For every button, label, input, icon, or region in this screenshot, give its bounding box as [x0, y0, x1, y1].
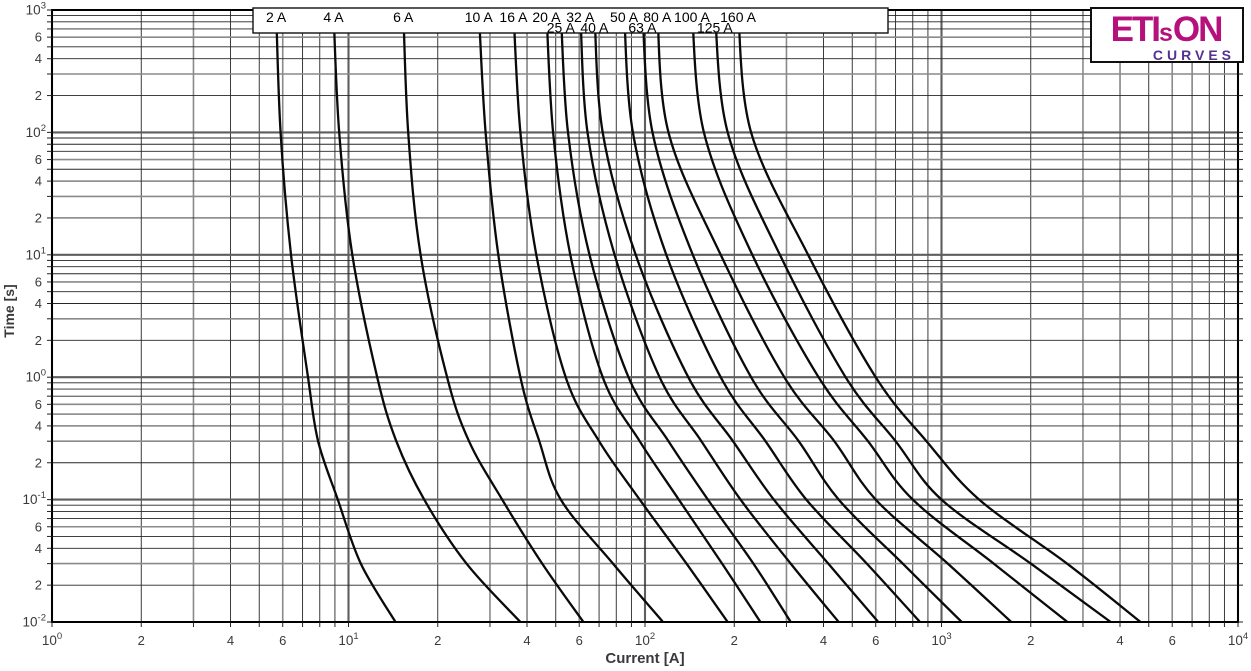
y-tick-10e2: 102	[26, 123, 46, 140]
y-tick-2e2: 2	[35, 88, 42, 103]
y-tick-4e0: 4	[35, 296, 42, 311]
x-tick-10e2: 102	[635, 631, 655, 648]
y-tick-10e0: 100	[26, 368, 46, 385]
etison-logo-wordmark: ETIsON	[1092, 10, 1240, 50]
curve-2a	[274, 10, 397, 622]
legend-label-10a: 10 A	[465, 9, 494, 25]
legend-strip: 2 A 4 A 6 A 10 A 16 A 20 A25 A32 A40 A50 A63 …	[252, 7, 889, 36]
legend-label-100a: 100 A	[674, 9, 710, 25]
curve-4a	[332, 10, 522, 622]
y-axis-title: Time [s]	[1, 284, 17, 338]
legend-label-20a: 20 A	[532, 9, 561, 25]
logo-subtitle-curves: CURVES	[1152, 47, 1235, 63]
x-tick-10e4: 104	[1228, 631, 1248, 648]
etison-logo: ETIsON CURVES	[1090, 7, 1244, 63]
legend-label-63a: 63 A	[628, 20, 657, 36]
legend-label-50a: 50 A	[610, 9, 639, 25]
curve-10a	[477, 10, 665, 622]
x-tick-2e2: 2	[731, 633, 738, 648]
y-tick-6e-1: 6	[35, 397, 42, 412]
x-tick-6e2: 6	[872, 633, 879, 648]
curve-20a	[545, 10, 762, 622]
y-tick-2e0: 2	[35, 333, 42, 348]
x-tick-2e1: 2	[434, 633, 441, 648]
y-tick-6e2: 6	[35, 30, 42, 45]
tick-labels: 100 2 4 6 101 2 4 6 102 2 4 6 103 2 4 6 104 103 2 4 6 102 2 4 6 1…	[23, 1, 1249, 649]
curve-16a	[512, 10, 729, 622]
curve-160a	[736, 10, 1142, 622]
x-tick-10e0: 100	[42, 631, 62, 648]
fuse-curves	[274, 10, 1142, 622]
y-tick-10e3: 103	[26, 1, 46, 18]
legend-label-125a: 125 A	[697, 20, 733, 36]
legend-label-16a: 16 A	[499, 9, 528, 25]
legend-label-32a: 32 A	[566, 9, 595, 25]
y-tick-6e0: 6	[35, 274, 42, 289]
x-tick-6e1: 6	[576, 633, 583, 648]
x-tick-4e2: 4	[820, 633, 827, 648]
legend-label-40a: 40 A	[580, 20, 609, 36]
legend-label-25a: 25 A	[547, 20, 576, 36]
y-tick-10e-1: 10-1	[23, 490, 46, 507]
curve-25a	[559, 10, 792, 622]
curve-40a	[593, 10, 880, 622]
logo-text-eti: ETI	[1110, 10, 1161, 49]
y-tick-4e1: 4	[35, 174, 42, 189]
x-tick-2e0: 2	[138, 633, 145, 648]
legend-label-4a: 4 A	[323, 9, 344, 25]
curve-32a	[579, 10, 840, 622]
x-tick-4e1: 4	[523, 633, 530, 648]
legend-label-160a: 160 A	[720, 9, 756, 25]
curve-80a	[656, 10, 1013, 622]
x-tick-6e3: 6	[1169, 633, 1176, 648]
y-tick-4e-2: 4	[35, 541, 42, 556]
y-tick-10e1: 101	[26, 245, 46, 262]
x-tick-4e0: 4	[227, 633, 234, 648]
x-tick-10e3: 103	[931, 631, 951, 648]
legend-label-80a: 80 A	[643, 9, 672, 25]
logo-text-s: s	[1159, 19, 1173, 47]
legend-label-6a: 6 A	[393, 9, 414, 25]
y-tick-2e-2: 2	[35, 578, 42, 593]
x-tick-6e0: 6	[279, 633, 286, 648]
curve-100a	[690, 10, 1069, 622]
y-tick-6e-2: 6	[35, 519, 42, 534]
y-tick-4e-1: 4	[35, 418, 42, 433]
y-tick-2e-1: 2	[35, 455, 42, 470]
logo-text-on: ON	[1172, 10, 1223, 49]
x-tick-4e3: 4	[1116, 633, 1123, 648]
y-tick-10e-2: 10-2	[23, 613, 46, 630]
legend-label-2a: 2 A	[266, 9, 287, 25]
grid	[50, 8, 1240, 624]
curve-6a	[402, 10, 585, 622]
x-tick-2e3: 2	[1027, 633, 1034, 648]
y-tick-6e1: 6	[35, 152, 42, 167]
y-tick-2e1: 2	[35, 210, 42, 225]
y-tick-4e2: 4	[35, 51, 42, 66]
curve-50a	[622, 10, 922, 622]
curve-63a	[641, 10, 963, 622]
x-axis-title: Current [A]	[605, 650, 685, 667]
curve-125a	[713, 10, 1112, 622]
x-tick-10e1: 101	[338, 631, 358, 648]
